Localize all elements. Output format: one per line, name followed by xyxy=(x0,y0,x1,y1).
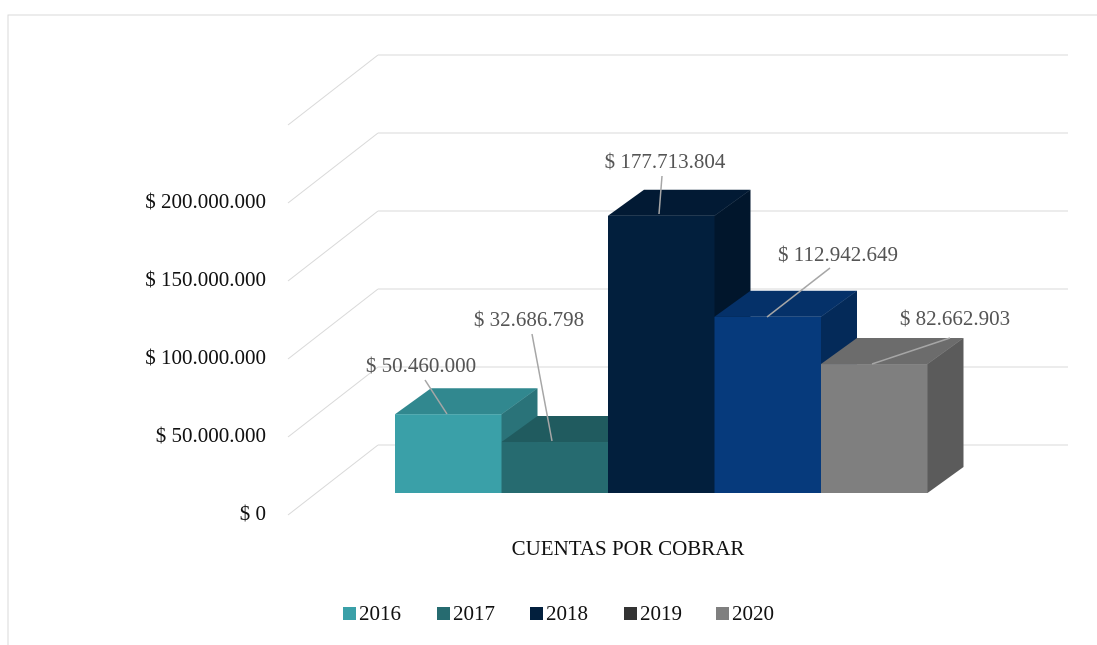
legend-swatch xyxy=(437,607,450,620)
legend-label: 2018 xyxy=(546,601,588,625)
grid-line xyxy=(287,210,379,282)
x-tick-label: CUENTAS POR COBRAR xyxy=(512,536,745,560)
legend-swatch xyxy=(530,607,543,620)
bar-side xyxy=(927,338,964,493)
grid-line xyxy=(287,444,379,516)
data-label: $ 82.662.903 xyxy=(900,306,1010,330)
legend-swatch xyxy=(624,607,637,620)
legend-label: 2020 xyxy=(732,601,774,625)
data-label: $ 50.460.000 xyxy=(366,353,476,377)
leader-line xyxy=(871,337,951,365)
y-tick-label: $ 100.000.000 xyxy=(145,345,266,369)
data-label: $ 177.713.804 xyxy=(605,149,726,173)
leader-line xyxy=(658,175,663,215)
grid-line xyxy=(287,132,379,204)
leader-line xyxy=(766,267,831,318)
y-tick-label: $ 200.000.000 xyxy=(145,189,266,213)
legend-swatch xyxy=(716,607,729,620)
bar xyxy=(501,442,608,493)
grid-line xyxy=(287,288,379,360)
legend-label: 2019 xyxy=(640,601,682,625)
bar xyxy=(821,364,928,493)
data-label: $ 112.942.649 xyxy=(778,242,898,266)
y-tick-label: $ 150.000.000 xyxy=(145,267,266,291)
bar xyxy=(714,316,821,493)
data-label: $ 32.686.798 xyxy=(474,307,584,331)
y-tick-label: $ 0 xyxy=(240,501,266,525)
legend-label: 2017 xyxy=(453,601,495,625)
bar-top xyxy=(395,388,538,415)
legend-swatch xyxy=(343,607,356,620)
bar xyxy=(395,414,502,493)
chart-frame xyxy=(7,14,1097,645)
bar-top xyxy=(821,338,964,365)
leader-line xyxy=(531,333,553,442)
legend-label: 2016 xyxy=(359,601,401,625)
grid-line xyxy=(287,366,379,438)
leader-line xyxy=(424,379,448,415)
bar-top xyxy=(608,189,751,216)
bar-top xyxy=(714,290,857,317)
y-tick-label: $ 50.000.000 xyxy=(156,423,266,447)
bar xyxy=(608,215,715,493)
grid-line xyxy=(287,54,379,126)
